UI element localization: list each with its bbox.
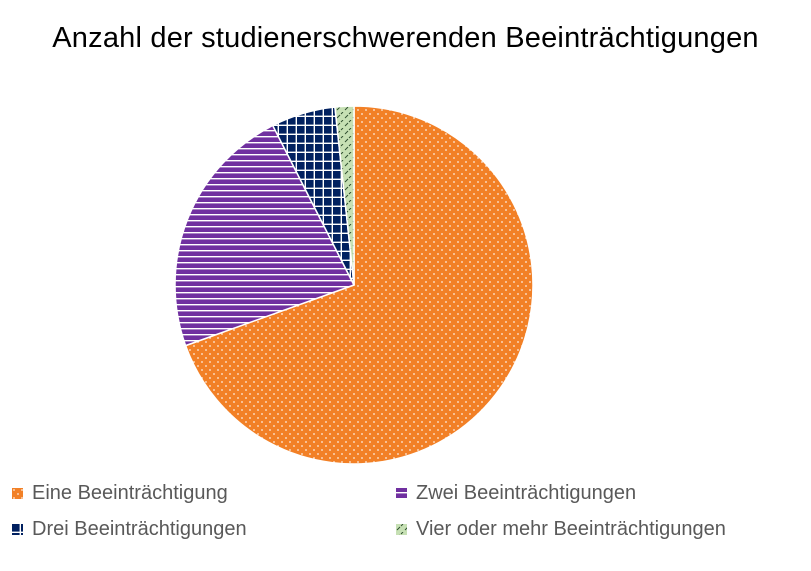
legend-label-2: Zwei Beeinträchtigungen	[416, 482, 637, 504]
legend-item-2: Zwei Beeinträchtigungen	[396, 482, 636, 505]
legend-swatch-1	[12, 488, 23, 499]
legend-swatch-3	[12, 524, 23, 535]
legend-label-1: Eine Beeinträchtigung	[32, 482, 228, 504]
legend-swatch-4	[396, 524, 407, 535]
legend-label-3: Drei Beeinträchtigungen	[32, 518, 247, 540]
legend-label-4: Vier oder mehr Beeinträchtigungen	[416, 518, 726, 540]
legend-item-1: Eine Beeinträchtigung	[12, 482, 228, 505]
legend-item-4: Vier oder mehr Beeinträchtigungen	[396, 518, 726, 541]
legend-swatch-2	[396, 488, 407, 499]
legend-item-3: Drei Beeinträchtigungen	[12, 518, 247, 541]
pie-slice-4	[334, 105, 355, 286]
chart-title: Anzahl der studienerschwerenden Beeinträ…	[52, 22, 759, 54]
pie-slice-2	[174, 124, 356, 347]
pie-slice-1	[184, 105, 534, 465]
